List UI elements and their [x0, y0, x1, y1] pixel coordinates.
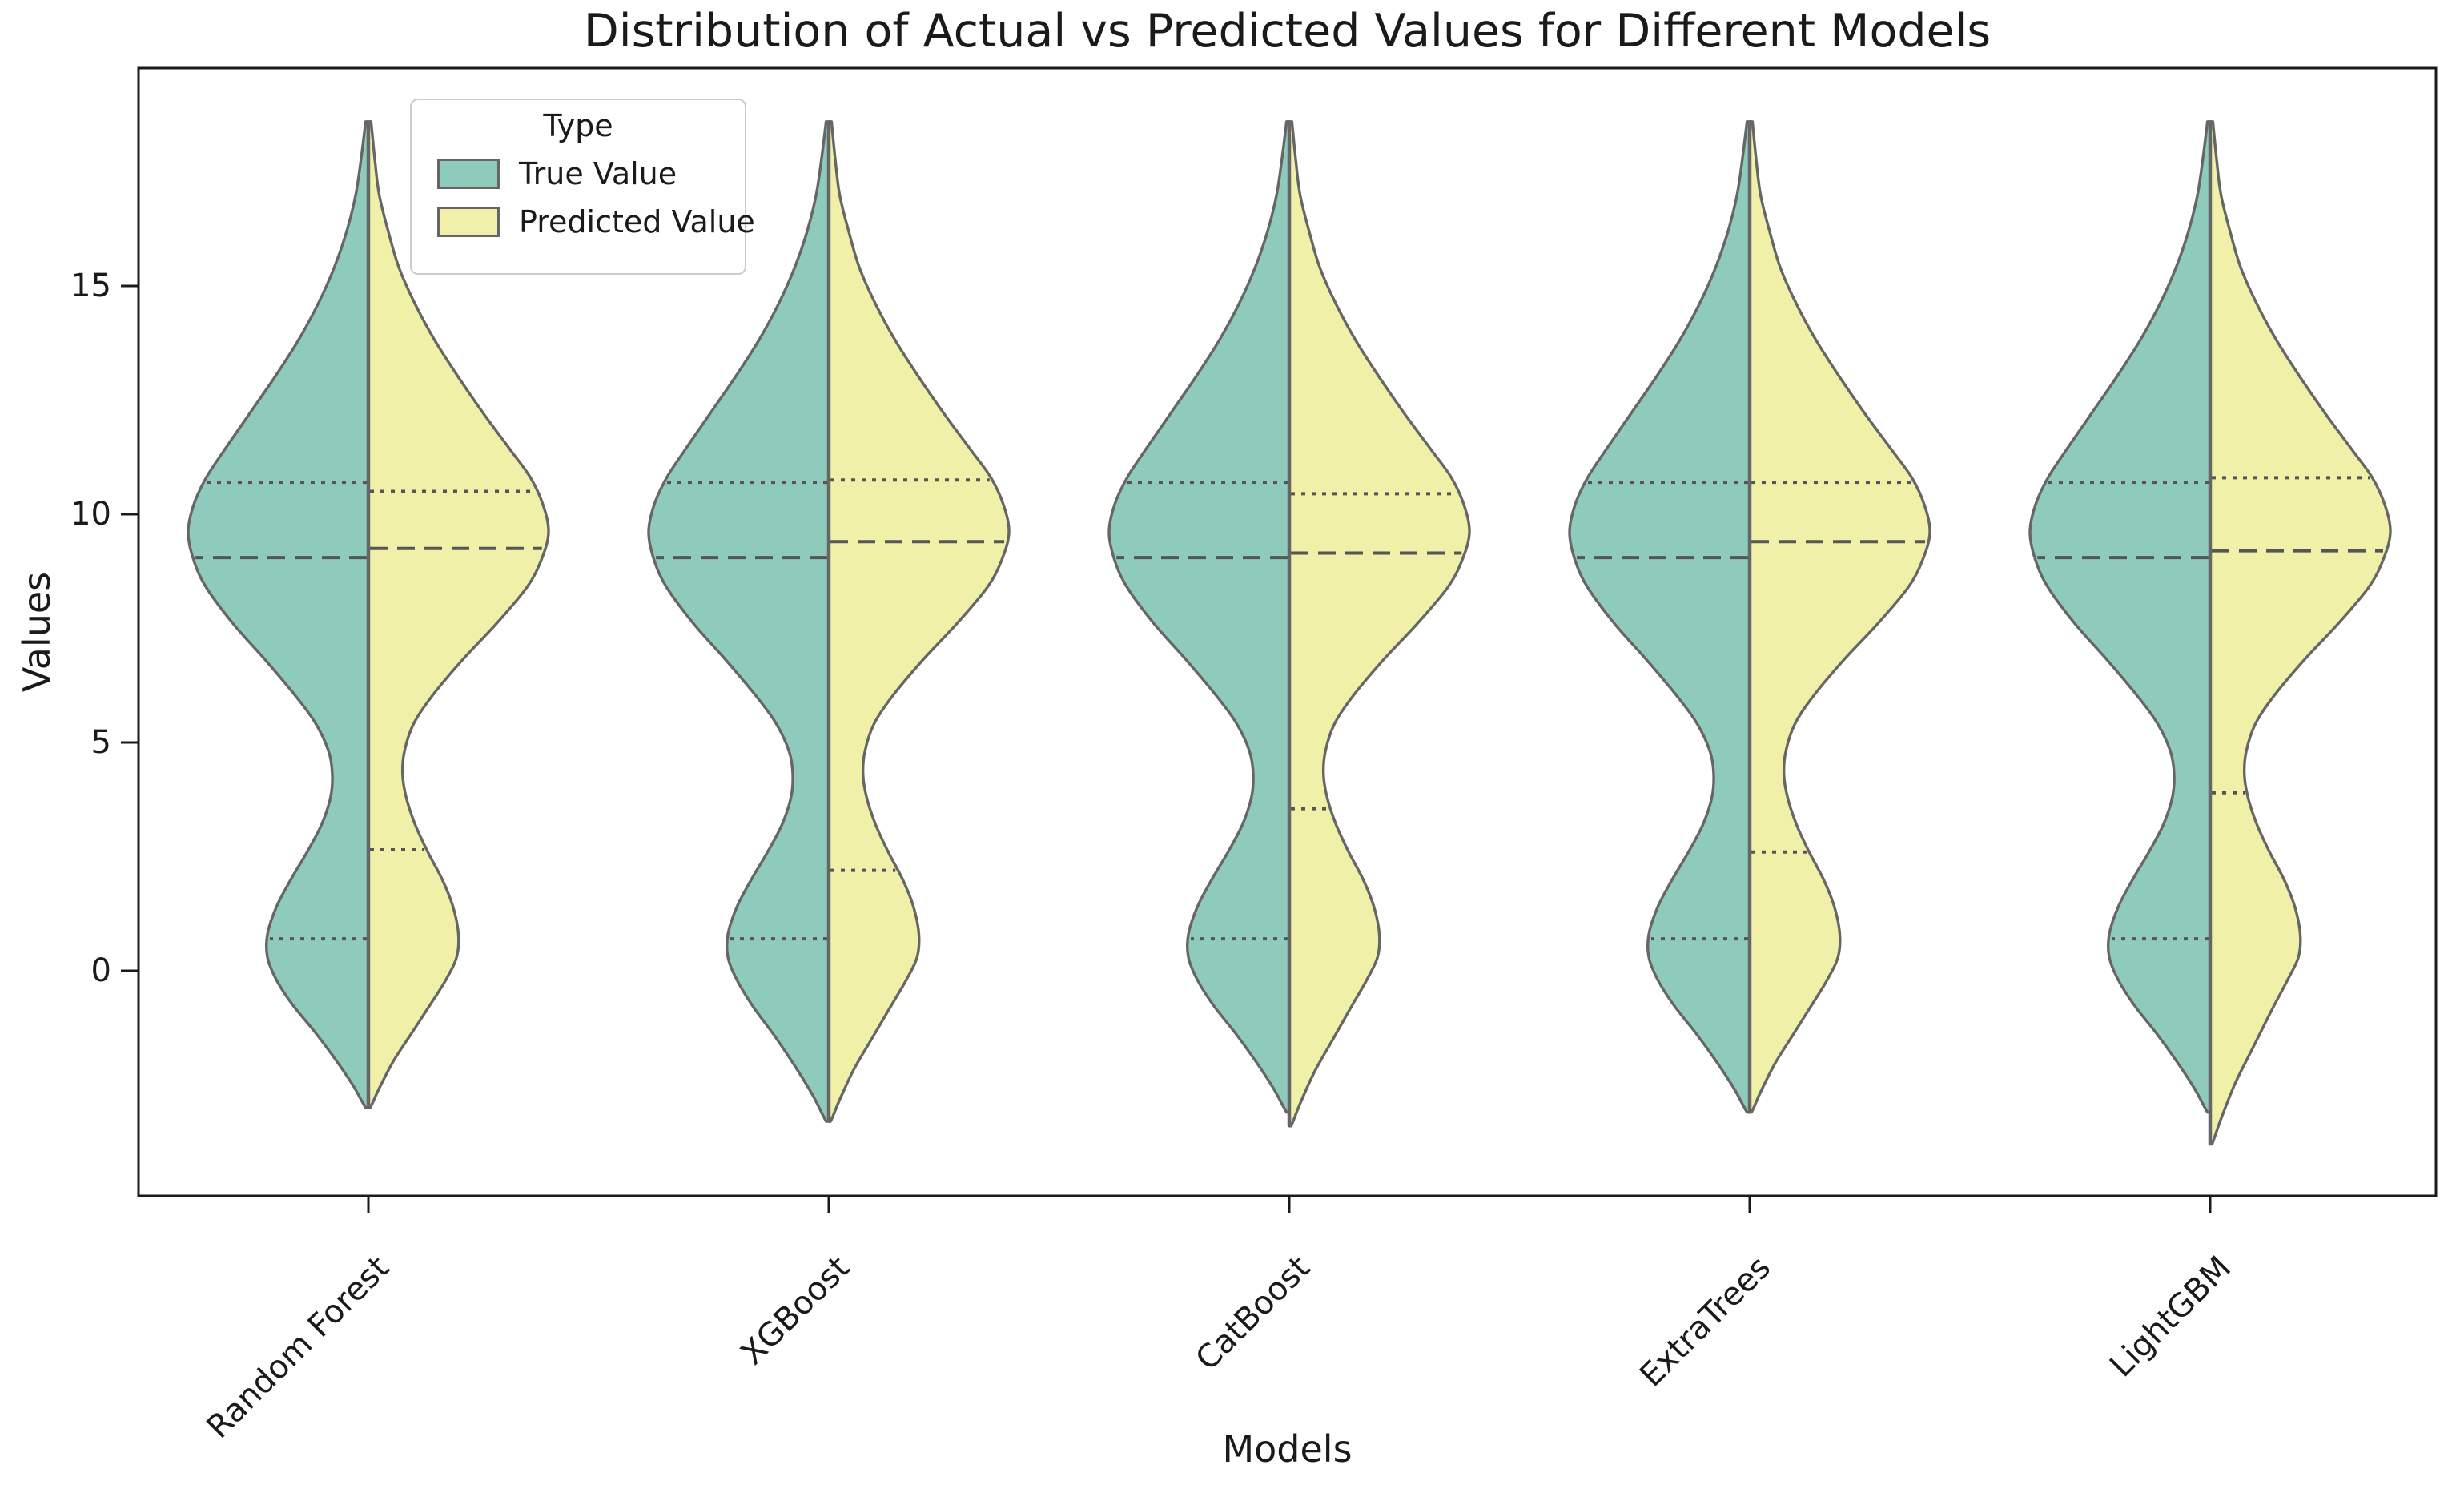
- y-tick-label: 10: [70, 496, 111, 533]
- legend-title: Type: [543, 108, 613, 143]
- y-tick-label: 0: [91, 952, 111, 989]
- x-tick-label: LightGBM: [2103, 1250, 2238, 1385]
- y-tick-label: 15: [70, 268, 111, 304]
- violin-true-0: [187, 120, 370, 1109]
- violin-true-1: [647, 120, 830, 1123]
- violin-group-lightgbm: [2028, 120, 2392, 1146]
- violin-true-3: [1568, 120, 1751, 1114]
- axes-spines: [137, 66, 2438, 1197]
- violin-true-4: [2028, 120, 2212, 1114]
- x-tick-label: Random Forest: [200, 1250, 396, 1446]
- y-tick-label: 5: [91, 724, 111, 761]
- legend: Type True Value Predicted Value: [410, 99, 755, 275]
- violin-pred-4: [2209, 120, 2392, 1146]
- violin-true-2: [1107, 120, 1291, 1114]
- violin-pred-2: [1288, 120, 1471, 1128]
- violin-pred-0: [367, 120, 550, 1109]
- violin-group-random-forest: [187, 120, 550, 1109]
- y-axis-label: Values: [15, 571, 58, 693]
- chart-title: Distribution of Actual vs Predicted Valu…: [583, 5, 1992, 58]
- x-tick-label: ExtraTrees: [1633, 1250, 1778, 1394]
- x-tick-label: CatBoost: [1189, 1250, 1318, 1378]
- violin-pred-1: [827, 120, 1011, 1123]
- x-tick-label: XGBoost: [734, 1250, 857, 1373]
- violin-pred-3: [1748, 120, 1931, 1114]
- legend-item-true-value: True Value: [412, 156, 745, 191]
- violin-group-catboost: [1107, 120, 1471, 1128]
- legend-label-predicted-value: Predicted Value: [519, 204, 755, 239]
- legend-swatch-predicted-value: [437, 207, 500, 237]
- legend-item-predicted-value: Predicted Value: [412, 204, 755, 239]
- violin-group-extratrees: [1568, 120, 1931, 1114]
- legend-swatch-true-value: [437, 159, 500, 189]
- legend-label-true-value: True Value: [519, 156, 677, 191]
- x-axis-label: Models: [1222, 1427, 1353, 1471]
- violin-group-xgboost: [647, 120, 1011, 1123]
